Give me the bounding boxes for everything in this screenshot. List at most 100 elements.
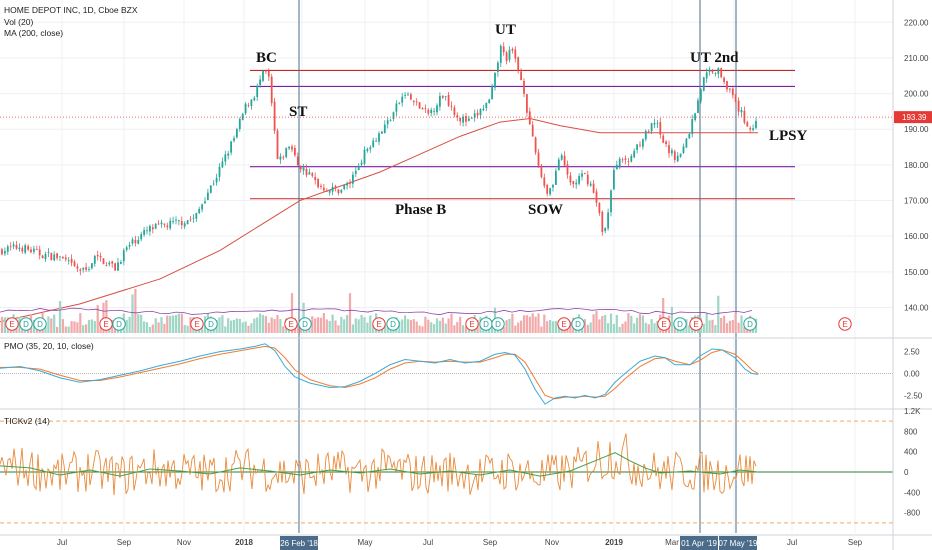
volume-bar-139 bbox=[404, 315, 407, 333]
candle-body-90 bbox=[262, 70, 264, 81]
candle-body-202 bbox=[586, 174, 589, 185]
candle-40 bbox=[117, 257, 119, 271]
candle-256 bbox=[743, 106, 746, 125]
marker-7: E bbox=[284, 317, 298, 331]
marker-4: D bbox=[112, 317, 126, 331]
volume-bar-15 bbox=[44, 325, 47, 333]
candle-body-37 bbox=[108, 262, 111, 265]
volume-bar-32 bbox=[93, 320, 96, 333]
volume-bar-209 bbox=[607, 323, 610, 333]
candle-body-240 bbox=[697, 100, 699, 113]
candle-254 bbox=[737, 97, 740, 116]
candle-234 bbox=[679, 153, 682, 158]
volume-bar-123 bbox=[357, 319, 360, 333]
candle-95 bbox=[276, 128, 279, 160]
candle-109 bbox=[317, 178, 319, 189]
candle-103 bbox=[299, 165, 302, 173]
candle-155 bbox=[450, 101, 453, 111]
volume-bar-237 bbox=[688, 325, 691, 333]
candle-body-88 bbox=[256, 85, 259, 97]
marker-label-0: E bbox=[9, 320, 14, 329]
candle-body-118 bbox=[343, 185, 346, 190]
candle-190 bbox=[552, 184, 554, 192]
volume-bar-179 bbox=[520, 320, 523, 333]
candle-body-106 bbox=[308, 172, 311, 175]
marker-label-13: D bbox=[495, 320, 501, 329]
volume-bar-204 bbox=[592, 314, 595, 333]
volume-bar-211 bbox=[612, 323, 615, 333]
candle-226 bbox=[656, 119, 659, 128]
candle-25 bbox=[73, 259, 76, 268]
volume-bar-183 bbox=[531, 313, 534, 333]
volume-bar-200 bbox=[580, 326, 584, 333]
candle-body-18 bbox=[53, 254, 56, 261]
candle-body-228 bbox=[662, 135, 665, 143]
volume-bar-44 bbox=[128, 316, 131, 333]
volume-bar-143 bbox=[415, 321, 418, 333]
candle-131 bbox=[381, 130, 383, 134]
candle-246 bbox=[714, 72, 717, 77]
candle-156 bbox=[453, 105, 456, 118]
candle-184 bbox=[534, 136, 537, 155]
volume-bar-175 bbox=[508, 318, 511, 333]
highlight-date-box-1 bbox=[680, 536, 718, 550]
candle-89 bbox=[259, 75, 261, 88]
candle-67 bbox=[195, 212, 198, 223]
candle-body-144 bbox=[418, 102, 421, 109]
candle-body-143 bbox=[415, 101, 418, 103]
marker-20: E bbox=[838, 317, 852, 331]
candle-body-32 bbox=[93, 255, 96, 264]
candle-body-172 bbox=[499, 45, 502, 63]
candle-149 bbox=[433, 107, 435, 116]
candle-body-225 bbox=[653, 122, 656, 125]
candle-13 bbox=[38, 245, 41, 260]
tickv2-tick-2: 400 bbox=[904, 448, 918, 457]
candle-107 bbox=[311, 172, 314, 178]
candle-body-247 bbox=[717, 68, 720, 74]
candle-78 bbox=[227, 150, 230, 160]
candle-body-124 bbox=[360, 162, 363, 165]
candle-body-193 bbox=[560, 155, 563, 160]
volume-bar-53 bbox=[154, 318, 157, 333]
candle-body-212 bbox=[615, 164, 618, 170]
candle-185 bbox=[537, 148, 540, 168]
marker-label-2: D bbox=[37, 320, 43, 329]
volume-bar-108 bbox=[314, 318, 317, 333]
volume-bar-128 bbox=[372, 325, 375, 333]
candle-70 bbox=[204, 197, 206, 204]
candle-220 bbox=[639, 141, 641, 148]
candle-196 bbox=[569, 171, 572, 186]
volume-bar-62 bbox=[180, 313, 183, 333]
candle-30 bbox=[88, 266, 90, 272]
candle-15 bbox=[44, 251, 47, 262]
candle-body-95 bbox=[276, 130, 279, 160]
price-tick-5: 190.00 bbox=[904, 125, 929, 134]
candle-body-84 bbox=[244, 103, 247, 114]
candle-body-99 bbox=[288, 146, 290, 149]
candle-126 bbox=[366, 147, 369, 153]
tickv2-tick-1: 800 bbox=[904, 427, 918, 436]
candle-134 bbox=[389, 118, 392, 122]
volume-bar-1 bbox=[3, 317, 6, 333]
candle-119 bbox=[346, 181, 348, 190]
candle-body-213 bbox=[618, 158, 621, 167]
candle-body-38 bbox=[111, 261, 114, 264]
volume-bar-77 bbox=[224, 326, 227, 333]
volume-ma-line bbox=[0, 307, 753, 316]
candle-body-93 bbox=[270, 76, 273, 104]
candle-189 bbox=[549, 187, 551, 197]
candle-16 bbox=[47, 248, 50, 257]
candle-body-145 bbox=[421, 108, 424, 110]
candle-65 bbox=[189, 216, 192, 223]
candle-142 bbox=[412, 100, 415, 106]
marker-5: E bbox=[190, 317, 204, 331]
candle-body-233 bbox=[676, 155, 679, 162]
candle-137 bbox=[398, 101, 401, 105]
marker-label-18: E bbox=[693, 320, 698, 329]
candle-240 bbox=[697, 97, 699, 114]
tickv2-tick-3: 0 bbox=[904, 468, 909, 477]
marker-label-11: E bbox=[469, 320, 474, 329]
volume-bar-126 bbox=[366, 322, 369, 333]
pmo-main-line bbox=[0, 343, 759, 405]
candle-body-111 bbox=[323, 187, 325, 191]
